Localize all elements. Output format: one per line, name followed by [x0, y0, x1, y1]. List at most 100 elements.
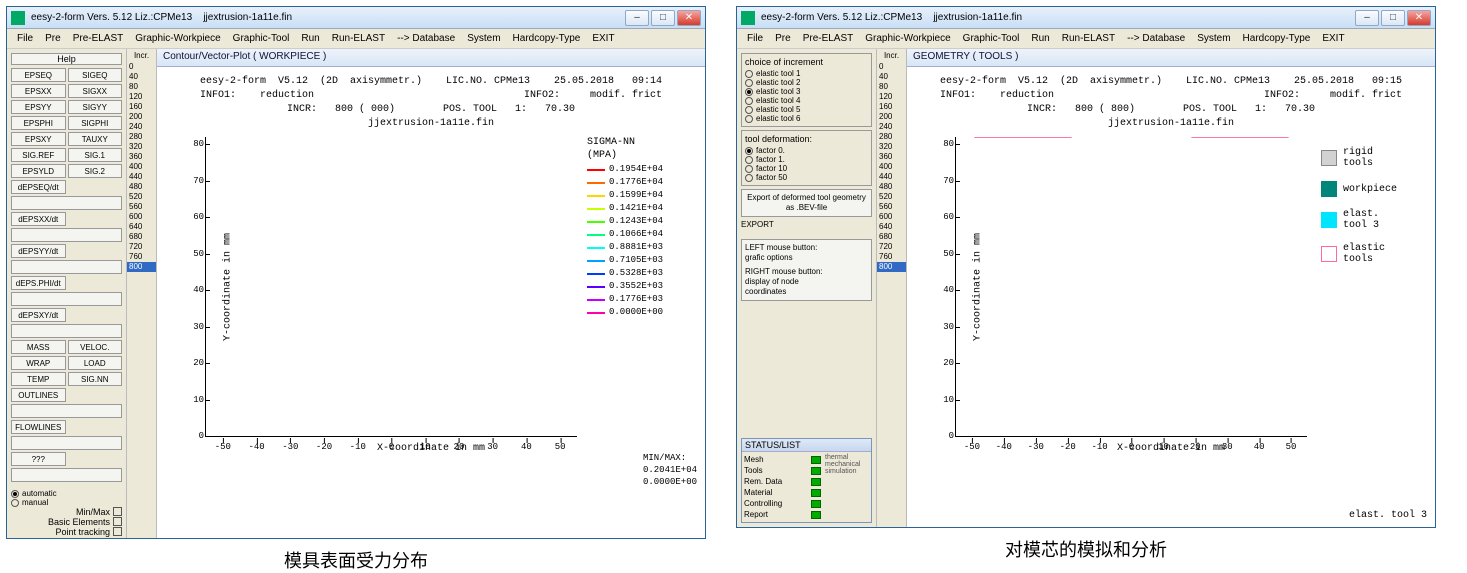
var-btn-sig2[interactable]: SIG.2 [68, 164, 123, 178]
var-btn-epsyy[interactable]: EPSYY [11, 100, 66, 114]
var-btn-epsyld[interactable]: EPSYLD [11, 164, 66, 178]
menu-file[interactable]: File [13, 32, 37, 45]
radio-elastic-tool-4[interactable]: elastic tool 4 [745, 96, 868, 105]
incr-item[interactable]: 440 [127, 172, 156, 182]
radio-factor50[interactable]: factor 50 [745, 173, 868, 182]
plot-area[interactable]: eesy-2-form V5.12 (2D axisymmetr.) LIC.N… [157, 67, 705, 538]
menu-graphictool[interactable]: Graphic-Tool [229, 32, 294, 45]
var-btn-epsxx[interactable]: EPSXX [11, 84, 66, 98]
incr-item[interactable]: 280 [127, 132, 156, 142]
titlebar[interactable]: eesy-2-form Vers. 5.12 Liz.:CPMe13 jjext… [737, 7, 1435, 29]
var-btn-epseq[interactable]: EPSEQ [11, 68, 66, 82]
menu-preelast[interactable]: Pre-ELAST [69, 32, 128, 45]
incr-item[interactable]: 240 [877, 122, 906, 132]
incr-item[interactable]: 80 [877, 82, 906, 92]
incr-item[interactable]: 560 [877, 202, 906, 212]
radio-factor10[interactable]: factor 10 [745, 164, 868, 173]
incr-item[interactable]: 520 [877, 192, 906, 202]
incr-item[interactable]: 800 [877, 262, 906, 272]
incr-item[interactable]: 760 [127, 252, 156, 262]
var-btn-depsyydt[interactable]: dEPSYY/dt [11, 244, 66, 258]
menu-database[interactable]: --> Database [393, 32, 459, 45]
menu-graphictool[interactable]: Graphic-Tool [959, 32, 1024, 45]
incr-item[interactable]: 80 [127, 82, 156, 92]
var-btn-mass[interactable]: MASS [11, 340, 66, 354]
var-btn-sig1[interactable]: SIG.1 [68, 148, 123, 162]
var-btn-[interactable]: ??? [11, 452, 66, 466]
incr-item[interactable]: 640 [127, 222, 156, 232]
minimize-button[interactable]: – [1355, 10, 1379, 26]
maximize-button[interactable]: □ [1381, 10, 1405, 26]
var-btn-outlines[interactable]: OUTLINES [11, 388, 66, 402]
radio-elastic-tool-1[interactable]: elastic tool 1 [745, 69, 868, 78]
var-btn-signn[interactable]: SIG.NN [68, 372, 123, 386]
radio-elastic-tool-5[interactable]: elastic tool 5 [745, 105, 868, 114]
incr-item[interactable]: 0 [127, 62, 156, 72]
incr-item[interactable]: 200 [877, 112, 906, 122]
incr-item[interactable]: 520 [127, 192, 156, 202]
menu-run[interactable]: Run [297, 32, 323, 45]
incr-item[interactable]: 440 [877, 172, 906, 182]
incr-item[interactable]: 720 [127, 242, 156, 252]
help-button[interactable]: Help [11, 53, 122, 65]
close-button[interactable]: ✕ [677, 10, 701, 26]
incr-item[interactable]: 0 [877, 62, 906, 72]
menu-system[interactable]: System [463, 32, 504, 45]
var-btn-veloc[interactable]: VELOC. [68, 340, 123, 354]
var-btn-depseqdt[interactable]: dEPSEQ/dt [11, 180, 66, 194]
menu-run[interactable]: Run [1027, 32, 1053, 45]
maximize-button[interactable]: □ [651, 10, 675, 26]
minmax-checkbox[interactable] [113, 507, 122, 516]
menu-runelast[interactable]: Run-ELAST [328, 32, 389, 45]
basic-elem-checkbox[interactable] [113, 517, 122, 526]
incr-item[interactable]: 400 [877, 162, 906, 172]
var-btn-sigphi[interactable]: SIGPHI [68, 116, 123, 130]
export-button[interactable]: EXPORT [741, 220, 872, 236]
var-btn-epsxy[interactable]: EPSXY [11, 132, 66, 146]
var-btn-sigref[interactable]: SIG.REF [11, 148, 66, 162]
radio-elastic-tool-2[interactable]: elastic tool 2 [745, 78, 868, 87]
radio-automatic[interactable]: automatic [11, 489, 122, 498]
incr-item[interactable]: 680 [127, 232, 156, 242]
incr-item[interactable]: 40 [877, 72, 906, 82]
menu-exit[interactable]: EXIT [1318, 32, 1348, 45]
incr-item[interactable]: 760 [877, 252, 906, 262]
menu-runelast[interactable]: Run-ELAST [1058, 32, 1119, 45]
incr-item[interactable]: 320 [127, 142, 156, 152]
var-btn-tauxy[interactable]: TAUXY [68, 132, 123, 146]
close-button[interactable]: ✕ [1407, 10, 1431, 26]
radio-manual[interactable]: manual [11, 498, 122, 507]
incr-item[interactable]: 120 [127, 92, 156, 102]
var-btn-sigxx[interactable]: SIGXX [68, 84, 123, 98]
incr-item[interactable]: 560 [127, 202, 156, 212]
menu-database[interactable]: --> Database [1123, 32, 1189, 45]
radio-factor0[interactable]: factor 0. [745, 146, 868, 155]
menu-graphicworkpiece[interactable]: Graphic-Workpiece [861, 32, 954, 45]
incr-item[interactable]: 600 [877, 212, 906, 222]
var-btn-load[interactable]: LOAD [68, 356, 123, 370]
incr-item[interactable]: 320 [877, 142, 906, 152]
var-btn-depsxxdt[interactable]: dEPSXX/dt [11, 212, 66, 226]
incr-item[interactable]: 680 [877, 232, 906, 242]
incr-item[interactable]: 480 [877, 182, 906, 192]
incr-item[interactable]: 360 [127, 152, 156, 162]
var-btn-sigeq[interactable]: SIGEQ [68, 68, 123, 82]
incr-item[interactable]: 400 [127, 162, 156, 172]
titlebar[interactable]: eesy-2-form Vers. 5.12 Liz.:CPMe13 jjext… [7, 7, 705, 29]
menu-hardcopytype[interactable]: Hardcopy-Type [1239, 32, 1315, 45]
radio-elastic-tool-6[interactable]: elastic tool 6 [745, 114, 868, 123]
incr-item[interactable]: 200 [127, 112, 156, 122]
incr-item[interactable]: 40 [127, 72, 156, 82]
radio-factor1[interactable]: factor 1. [745, 155, 868, 164]
var-btn-sigyy[interactable]: SIGYY [68, 100, 123, 114]
pt-track-checkbox[interactable] [113, 527, 122, 536]
incr-item[interactable]: 720 [877, 242, 906, 252]
incr-item[interactable]: 480 [127, 182, 156, 192]
menu-system[interactable]: System [1193, 32, 1234, 45]
incr-item[interactable]: 160 [127, 102, 156, 112]
menu-preelast[interactable]: Pre-ELAST [799, 32, 858, 45]
var-btn-temp[interactable]: TEMP [11, 372, 66, 386]
var-btn-depsxydt[interactable]: dEPSXY/dt [11, 308, 66, 322]
incr-item[interactable]: 160 [877, 102, 906, 112]
plot-area[interactable]: eesy-2-form V5.12 (2D axisymmetr.) LIC.N… [907, 67, 1435, 527]
